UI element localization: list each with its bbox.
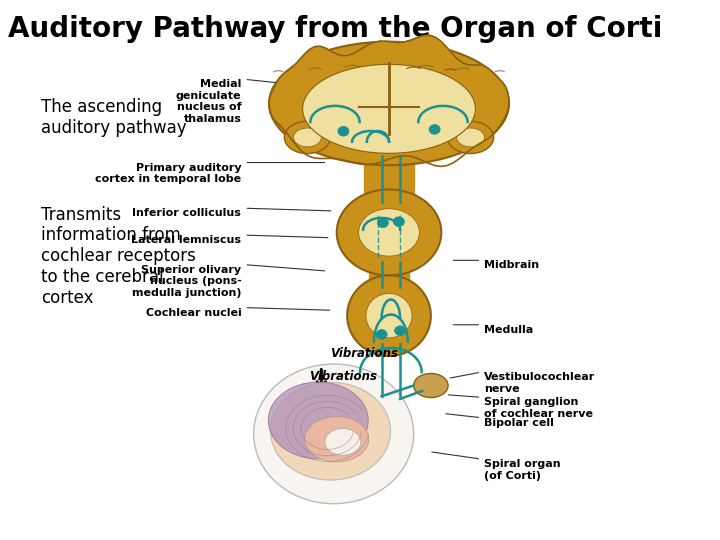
Ellipse shape	[366, 294, 412, 338]
Ellipse shape	[302, 64, 475, 153]
Circle shape	[393, 217, 405, 226]
Text: Vibrations: Vibrations	[309, 370, 377, 383]
Circle shape	[429, 125, 440, 134]
Circle shape	[377, 218, 388, 227]
Ellipse shape	[269, 42, 509, 165]
Text: Inferior colliculus: Inferior colliculus	[132, 208, 241, 218]
Circle shape	[338, 126, 349, 136]
Polygon shape	[269, 35, 509, 104]
Text: Bipolar cell: Bipolar cell	[485, 418, 554, 428]
Text: Medulla: Medulla	[485, 325, 534, 335]
Ellipse shape	[448, 122, 494, 153]
Text: Midbrain: Midbrain	[485, 260, 539, 271]
Text: Spiral organ
(of Corti): Spiral organ (of Corti)	[485, 459, 561, 481]
Ellipse shape	[305, 416, 369, 462]
Ellipse shape	[359, 209, 419, 256]
Text: Vestibulocochlear
nerve: Vestibulocochlear nerve	[485, 372, 595, 394]
Ellipse shape	[413, 374, 448, 397]
Ellipse shape	[347, 275, 431, 356]
Ellipse shape	[271, 382, 390, 480]
Circle shape	[376, 329, 387, 339]
Text: Vibrations: Vibrations	[330, 347, 399, 360]
Text: The ascending
auditory pathway: The ascending auditory pathway	[41, 98, 187, 137]
Text: Cochlear nuclei: Cochlear nuclei	[145, 308, 241, 318]
Text: Lateral lemniscus: Lateral lemniscus	[131, 235, 241, 245]
Circle shape	[395, 326, 405, 335]
Ellipse shape	[294, 128, 321, 147]
Text: Auditory Pathway from the Organ of Corti: Auditory Pathway from the Organ of Corti	[7, 15, 662, 43]
Ellipse shape	[325, 429, 361, 455]
Text: Transmits
information from
cochlear receptors
to the cerebral
cortex: Transmits information from cochlear rece…	[41, 206, 197, 307]
Ellipse shape	[337, 190, 441, 275]
Circle shape	[253, 364, 413, 504]
Ellipse shape	[269, 382, 368, 459]
Text: Superior olivary
nucleus (pons-
medulla junction): Superior olivary nucleus (pons- medulla …	[132, 265, 241, 298]
Ellipse shape	[456, 128, 485, 147]
Text: Medial
geniculate
nucleus of
thalamus: Medial geniculate nucleus of thalamus	[176, 79, 241, 124]
Ellipse shape	[284, 122, 330, 153]
Text: Spiral ganglion
of cochlear nerve: Spiral ganglion of cochlear nerve	[485, 397, 593, 419]
Text: Primary auditory
cortex in temporal lobe: Primary auditory cortex in temporal lobe	[95, 163, 241, 184]
